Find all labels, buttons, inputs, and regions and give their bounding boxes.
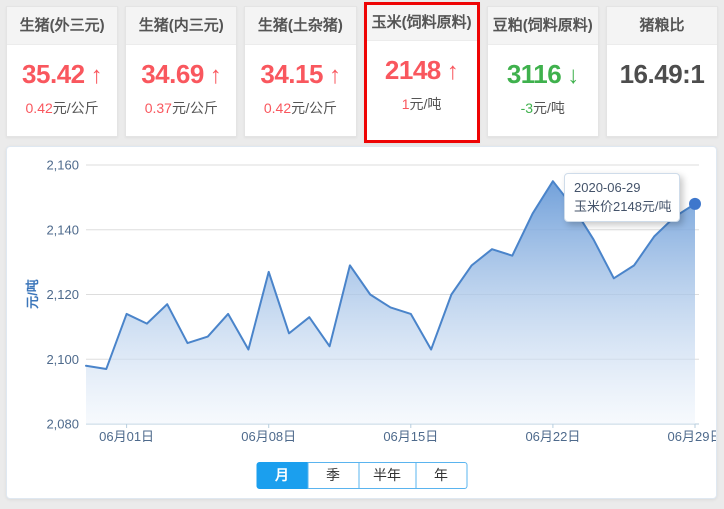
chart-panel: 2,080 2,100 2,120 2,140 2,160 06月01日 06月08日 06月… <box>6 146 717 499</box>
card-title: 豆粕(饲料原料) <box>487 7 598 45</box>
price-card-pig-nei[interactable]: 生猪(内三元) 34.69 ↑ 0.37元/公斤 <box>125 6 238 137</box>
tab-halfyear[interactable]: 半年 <box>358 462 416 489</box>
price-change: 0.37元/公斤 <box>144 100 218 116</box>
svg-text:06月01日: 06月01日 <box>99 429 154 444</box>
svg-text:06月15日: 06月15日 <box>383 429 438 444</box>
tab-month[interactable]: 月 <box>256 462 308 489</box>
tooltip-value: 玉米价2148元/吨 <box>574 199 672 214</box>
card-title: 生猪(土杂猪) <box>245 7 356 45</box>
card-title: 猪粮比 <box>606 7 718 45</box>
card-title: 生猪(外三元) <box>7 7 118 45</box>
price-card-corn-selected[interactable]: 玉米(饲料原料) 2148 ↑ 1元/吨 <box>363 2 480 143</box>
price-change: 0.42元/公斤 <box>25 100 99 116</box>
price-change: 1元/吨 <box>401 96 442 112</box>
svg-text:2,100: 2,100 <box>46 352 79 367</box>
corn-price-chart[interactable]: 2,080 2,100 2,120 2,140 2,160 06月01日 06月08日 06月… <box>7 147 716 498</box>
tooltip: 2020-06-29 玉米价2148元/吨 <box>564 173 680 222</box>
svg-text:2,160: 2,160 <box>46 158 79 173</box>
price-card-soymeal[interactable]: 豆粕(饲料原料) 3116 ↓ -3元/吨 <box>486 6 599 137</box>
price-value: 16.49:1 <box>619 59 705 89</box>
price-value: 34.69 ↑ <box>141 59 222 89</box>
svg-text:06月08日: 06月08日 <box>241 429 296 444</box>
price-cards-row: 生猪(外三元) 35.42 ↑ 0.42元/公斤 生猪(内三元) 34.69 ↑ 0… <box>6 2 719 143</box>
up-arrow-icon: ↑ <box>90 62 103 89</box>
svg-text:06月22日: 06月22日 <box>525 429 580 444</box>
tab-quarter[interactable]: 季 <box>307 462 359 489</box>
tab-year[interactable]: 年 <box>415 462 467 489</box>
price-change: 0.42元/公斤 <box>263 100 337 116</box>
svg-text:2,140: 2,140 <box>46 222 79 237</box>
up-arrow-icon: ↑ <box>328 62 341 89</box>
card-title: 生猪(内三元) <box>126 7 237 45</box>
svg-text:2,120: 2,120 <box>46 287 79 302</box>
down-arrow-icon: ↓ <box>567 62 579 89</box>
up-arrow-icon: ↑ <box>209 62 222 89</box>
price-value: 35.42 ↑ <box>22 59 103 89</box>
up-arrow-icon: ↑ <box>446 58 459 85</box>
tooltip-date: 2020-06-29 <box>574 180 641 195</box>
price-card-pig-tuza[interactable]: 生猪(土杂猪) 34.15 ↑ 0.42元/公斤 <box>244 6 357 137</box>
y-axis-title: 元/吨 <box>25 279 40 309</box>
card-title: 玉米(饲料原料) <box>366 5 477 41</box>
svg-text:2,080: 2,080 <box>46 417 79 432</box>
price-change: -3元/吨 <box>520 100 565 116</box>
svg-text:06月29日: 06月29日 <box>668 429 716 444</box>
period-tabs: 月 季 半年 年 <box>256 462 467 489</box>
price-value: 2148 ↑ <box>384 55 459 85</box>
price-card-pig-grain-ratio[interactable]: 猪粮比 16.49:1 <box>605 6 719 137</box>
price-value: 34.15 ↑ <box>260 59 341 89</box>
price-value: 3116 ↓ <box>506 59 579 89</box>
price-card-pig-wai[interactable]: 生猪(外三元) 35.42 ↑ 0.42元/公斤 <box>6 6 119 137</box>
